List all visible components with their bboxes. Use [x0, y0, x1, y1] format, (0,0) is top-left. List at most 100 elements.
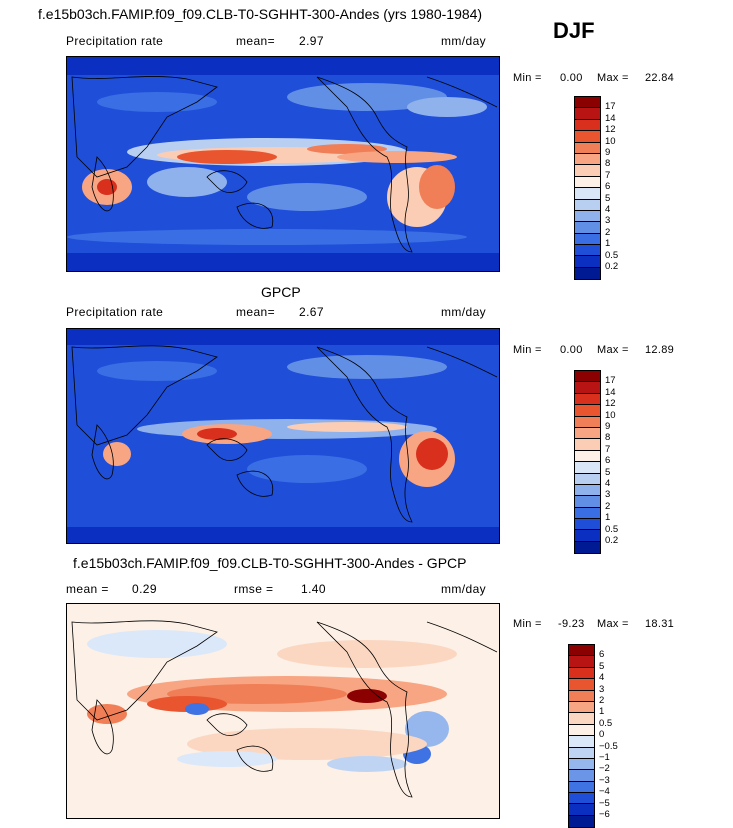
colorbar-swatch	[575, 222, 600, 234]
colorbar-level-label: 2	[605, 500, 611, 512]
panel3-mean-label: mean =	[66, 582, 109, 596]
colorbar-level-label: 0.2	[605, 261, 619, 272]
panel3-map	[66, 603, 500, 819]
colorbar-level-label: 3	[605, 215, 611, 227]
colorbar-level-label: 6	[605, 181, 611, 193]
colorbar-level-label: 0.5	[605, 523, 619, 535]
colorbar-level-label: 0.2	[605, 535, 619, 546]
panel2-max-value: 12.89	[645, 344, 675, 356]
colorbar-level-label: 9	[605, 421, 611, 432]
colorbar-level-label: 10	[605, 409, 616, 421]
panel2-min-label: Min =	[513, 344, 542, 356]
colorbar-level-label: 14	[605, 112, 616, 124]
colorbar-swatch	[569, 713, 594, 725]
colorbar-swatch	[569, 690, 594, 702]
colorbar-swatch	[575, 519, 600, 531]
colorbar-swatch	[569, 645, 594, 657]
colorbar-swatch	[575, 530, 600, 542]
colorbar-level-label: 7	[605, 443, 611, 455]
colorbar-level-label: 5	[605, 192, 611, 204]
colorbar-level-label: −5	[599, 797, 610, 809]
panel2-colorbar	[574, 370, 601, 555]
colorbar-swatch	[575, 245, 600, 257]
panel3-min-label: Min =	[513, 618, 542, 630]
colorbar-swatch	[575, 176, 600, 189]
colorbar-swatch	[575, 256, 600, 268]
colorbar-level-label: 5	[599, 660, 605, 672]
panel3-max-label: Max =	[597, 618, 629, 630]
colorbar-level-label: 3	[599, 683, 605, 695]
colorbar-level-label: 12	[605, 398, 616, 410]
colorbar-swatch	[575, 416, 600, 428]
panel1-mean-value: 2.97	[299, 34, 324, 48]
colorbar-swatch	[569, 770, 594, 782]
panel3-rmse-label: rmse =	[234, 582, 274, 596]
colorbar-swatch	[569, 679, 594, 691]
colorbar-swatch	[575, 119, 600, 132]
colorbar-swatch	[575, 450, 600, 463]
panel3-max-value: 18.31	[645, 618, 675, 630]
colorbar-level-label: 0.5	[605, 249, 619, 261]
colorbar-swatch	[575, 267, 600, 280]
colorbar-swatch	[575, 439, 600, 451]
colorbar-swatch	[575, 210, 600, 223]
colorbar-swatch	[575, 233, 600, 246]
colorbar-swatch	[569, 747, 594, 759]
colorbar-level-label: −6	[599, 809, 610, 820]
colorbar-level-label: 1	[605, 512, 611, 524]
panel3-subtitle: f.e15b03ch.FAMIP.f09_f09.CLB-T0-SGHHT-30…	[73, 555, 467, 571]
panel2-variable-label: Precipitation rate	[66, 305, 164, 319]
colorbar-level-label: −2	[599, 763, 610, 775]
colorbar-swatch	[569, 781, 594, 794]
colorbar-level-label: −1	[599, 752, 610, 763]
colorbar-swatch	[569, 724, 594, 737]
panel2-mean-label: mean=	[236, 305, 276, 319]
colorbar-swatch	[575, 131, 600, 143]
panel2-min-value: 0.00	[560, 344, 583, 356]
colorbar-level-label: 6	[599, 649, 605, 661]
colorbar-swatch	[575, 142, 600, 154]
colorbar-level-label: 8	[605, 158, 611, 170]
colorbar-level-label: 1	[599, 706, 605, 718]
colorbar-swatch	[575, 393, 600, 406]
colorbar-level-label: −4	[599, 786, 610, 798]
panel1-map-field	[67, 57, 499, 271]
panel3-map-field	[67, 604, 499, 818]
colorbar-swatch	[575, 108, 600, 120]
colorbar-level-label: 5	[605, 466, 611, 478]
colorbar-level-label: 17	[605, 375, 616, 387]
colorbar-swatch	[575, 473, 600, 485]
colorbar-swatch	[569, 804, 594, 816]
panel2-subtitle: GPCP	[261, 284, 301, 300]
page-title: f.e15b03ch.FAMIP.f09_f09.CLB-T0-SGHHT-30…	[38, 6, 483, 22]
panel1-colorbar	[574, 96, 601, 281]
colorbar-level-label: 0	[599, 729, 605, 741]
colorbar-swatch	[569, 815, 594, 828]
panel2-units: mm/day	[441, 305, 487, 319]
colorbar-level-label: 3	[605, 489, 611, 501]
colorbar-swatch	[575, 507, 600, 520]
colorbar-swatch	[575, 405, 600, 417]
colorbar-swatch	[569, 736, 594, 748]
colorbar-level-label: 4	[605, 478, 611, 489]
colorbar-swatch	[575, 382, 600, 394]
panel1-mean-label: mean=	[236, 34, 276, 48]
colorbar-swatch	[569, 793, 594, 805]
panel2-map-field	[67, 329, 499, 543]
panel3-mean-value: 0.29	[132, 582, 157, 596]
colorbar-level-label: 17	[605, 101, 616, 113]
colorbar-level-label: 9	[605, 147, 611, 158]
colorbar-swatch	[575, 371, 600, 383]
colorbar-swatch	[575, 484, 600, 497]
colorbar-swatch	[575, 165, 600, 177]
panel1-max-value: 22.84	[645, 72, 675, 84]
colorbar-level-label: 8	[605, 432, 611, 444]
panel1-min-value: 0.00	[560, 72, 583, 84]
panel1-map	[66, 56, 500, 272]
colorbar-swatch	[575, 188, 600, 200]
colorbar-level-label: 6	[605, 455, 611, 467]
colorbar-swatch	[575, 199, 600, 211]
colorbar-level-label: −0.5	[599, 740, 618, 752]
panel1-variable-label: Precipitation rate	[66, 34, 164, 48]
colorbar-swatch	[575, 496, 600, 508]
